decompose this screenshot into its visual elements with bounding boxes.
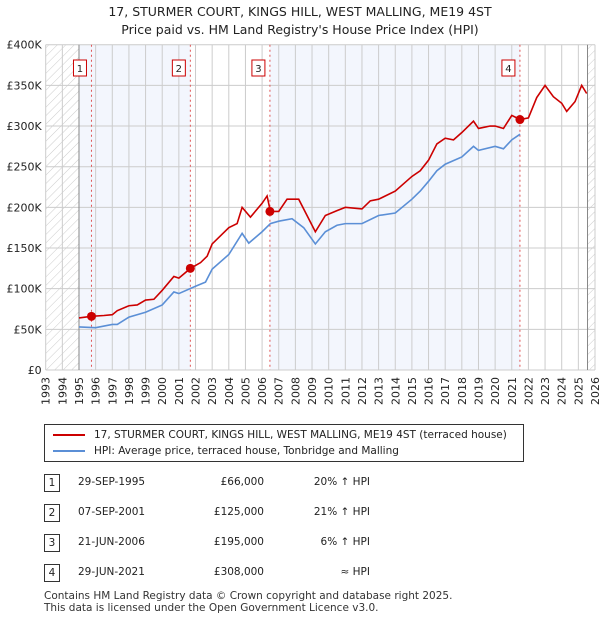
sale-point [185,263,195,273]
y-tick-label: £100K [6,283,42,296]
x-tick-label: 2001 [173,377,186,405]
x-tick-label: 1998 [123,377,136,405]
y-tick-label: £200K [6,201,42,214]
x-tick-label: 2007 [273,377,286,405]
x-tick-label: 2013 [373,377,386,405]
x-tick-label: 2003 [206,377,219,405]
sale-label: 3 [255,64,261,75]
sale-price: £195,000 [213,536,264,548]
sale-label-box [171,59,186,77]
table-row: 1 29-SEP-1995 £66,000 20% ↑ HPI [44,474,444,494]
x-tick-label: 2025 [572,377,585,405]
sale-label-box [251,59,266,77]
sale-date: 07-SEP-2001 [78,506,146,518]
sale-date: 29-SEP-1995 [78,476,146,488]
hpi-comparison: 21% ↑ HPI [313,506,370,518]
x-tick-label: 2004 [223,377,236,405]
y-tick-label: £300K [6,120,42,133]
x-tick-label: 2018 [456,377,469,405]
x-tick-label: 2015 [406,377,419,405]
x-tick-label: 2014 [389,377,402,405]
sale-price: £308,000 [213,566,264,578]
footer-copyright: Contains HM Land Registry data © Crown c… [44,590,453,602]
sale-label: 2 [176,64,182,75]
legend-hpi: HPI: Average price, terraced house, Tonb… [94,445,399,457]
x-tick-label: 1997 [106,377,119,405]
x-tick-label: 2023 [539,377,552,405]
sale-label: 1 [77,64,83,75]
x-tick-label: 2012 [356,377,369,405]
sale-number: 3 [44,534,60,552]
hpi-comparison: 20% ↑ HPI [313,476,370,488]
chart-subtitle: Price paid vs. HM Land Registry's House … [121,22,479,37]
sale-point [515,115,525,125]
hpi-line-swatch [53,450,85,452]
x-tick-label: 2010 [323,377,336,405]
chart-title: 17, STURMER COURT, KINGS HILL, WEST MALL… [108,4,492,19]
x-tick-label: 2024 [556,377,569,405]
hpi-comparison: 6% ↑ HPI [320,536,370,548]
x-tick-label: 2008 [289,377,302,405]
x-tick-label: 1995 [73,377,86,405]
y-tick-label: £50K [13,323,42,336]
hpi-line [78,133,521,329]
sale-number: 4 [44,564,60,582]
x-tick-label: 1999 [140,377,153,405]
sale-date: 29-JUN-2021 [78,566,145,578]
sale-point [265,206,275,216]
y-tick-label: £0 [28,364,42,377]
x-tick-label: 2016 [423,377,436,405]
sale-label-box [501,59,516,77]
x-tick-label: 2000 [156,377,169,405]
table-row: 3 21-JUN-2006 £195,000 6% ↑ HPI [44,534,444,554]
sale-point [86,311,96,321]
table-row: 2 07-SEP-2001 £125,000 21% ↑ HPI [44,504,444,524]
x-tick-label: 2022 [522,377,535,405]
sale-label: 4 [505,64,511,75]
legend-property: 17, STURMER COURT, KINGS HILL, WEST MALL… [94,429,507,441]
sale-price: £125,000 [213,506,264,518]
y-tick-label: £250K [6,161,42,174]
x-tick-label: 2005 [239,377,252,405]
y-tick-label: £400K [6,39,42,52]
chart-legend: 17, STURMER COURT, KINGS HILL, WEST MALL… [44,424,524,462]
x-tick-label: 2011 [339,377,352,405]
x-tick-label: 2020 [489,377,502,405]
x-tick-label: 2026 [589,377,600,405]
x-tick-label: 2002 [190,377,203,405]
sale-label-box [72,59,87,77]
x-tick-label: 2009 [306,377,319,405]
hpi-comparison: ≈ HPI [340,566,370,578]
x-tick-label: 1996 [90,377,103,405]
x-tick-label: 2017 [439,377,452,405]
x-tick-label: 1993 [40,377,53,405]
x-tick-label: 2006 [256,377,269,405]
x-tick-label: 2019 [472,377,485,405]
sale-number: 2 [44,504,60,522]
footer-licence: This data is licensed under the Open Gov… [44,602,379,614]
y-tick-label: £150K [6,242,42,255]
sale-number: 1 [44,474,60,492]
x-tick-label: 1994 [56,377,69,405]
sale-price: £66,000 [220,476,264,488]
property-line-swatch [53,434,85,436]
table-row: 4 29-JUN-2021 £308,000 ≈ HPI [44,564,444,584]
sale-date: 21-JUN-2006 [78,536,145,548]
price-chart: 1993 1994 1995 1996 1997 1998 1999 2000 2001 2002… [6,39,600,405]
x-tick-label: 2021 [506,377,519,405]
y-tick-label: £350K [6,79,42,92]
